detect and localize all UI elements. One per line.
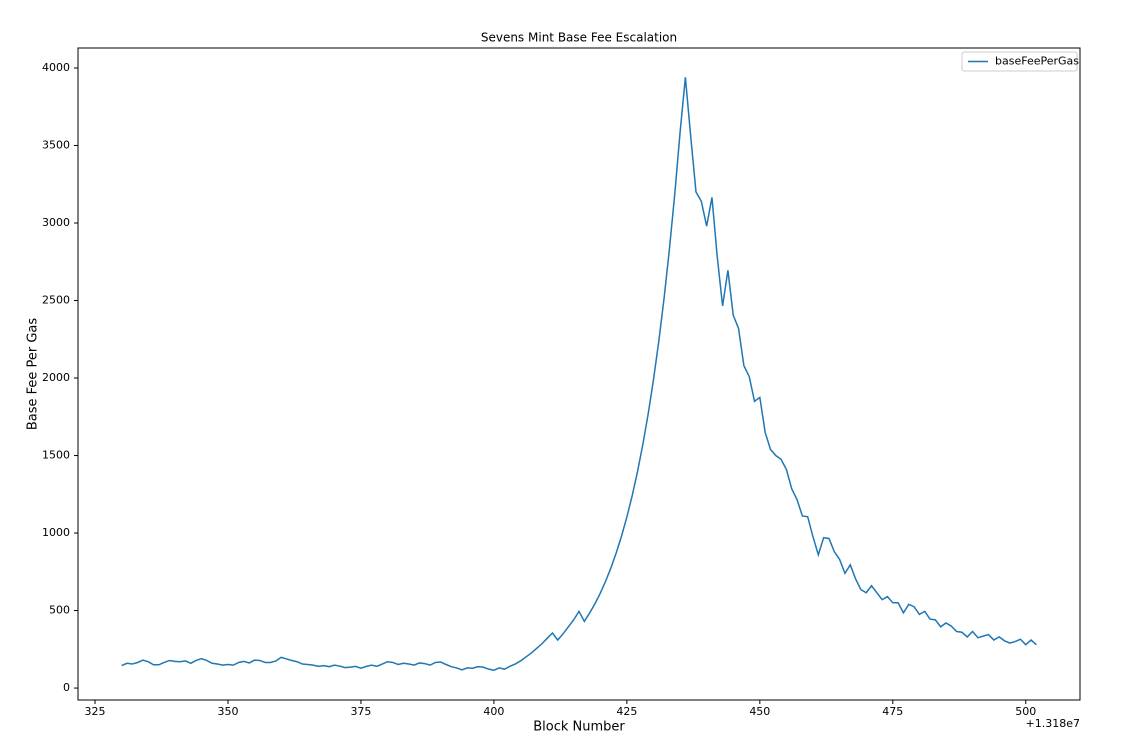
x-tick-label: 425: [616, 705, 637, 718]
x-tick-label: 400: [483, 705, 504, 718]
y-tick-label: 2500: [42, 294, 70, 307]
y-tick-label: 500: [49, 604, 70, 617]
y-axis-label: Base Fee Per Gas: [26, 318, 41, 431]
x-tick-label: 500: [1015, 705, 1036, 718]
x-tick-label: 350: [217, 705, 238, 718]
x-axis-label: Block Number: [533, 720, 625, 735]
y-tick-label: 2000: [42, 371, 70, 384]
y-tick-label: 1000: [42, 526, 70, 539]
chart-title: Sevens Mint Base Fee Escalation: [481, 31, 677, 45]
y-tick-label: 3000: [42, 216, 70, 229]
y-tick-label: 0: [63, 681, 70, 694]
legend-box: [961, 51, 1078, 72]
x-tick-label: 450: [749, 705, 770, 718]
y-tick-label: 4000: [42, 61, 70, 74]
legend-label: baseFeePerGas: [995, 55, 1079, 68]
plot-area: [77, 47, 1081, 701]
x-tick-label: 375: [350, 705, 371, 718]
y-tick-label: 1500: [42, 449, 70, 462]
data-line: [121, 77, 1037, 672]
y-tick-label: 3500: [42, 139, 70, 152]
x-offset-label: +1.318e7: [1026, 717, 1080, 730]
x-tick-label: 325: [85, 705, 106, 718]
x-tick-label: 475: [882, 705, 903, 718]
